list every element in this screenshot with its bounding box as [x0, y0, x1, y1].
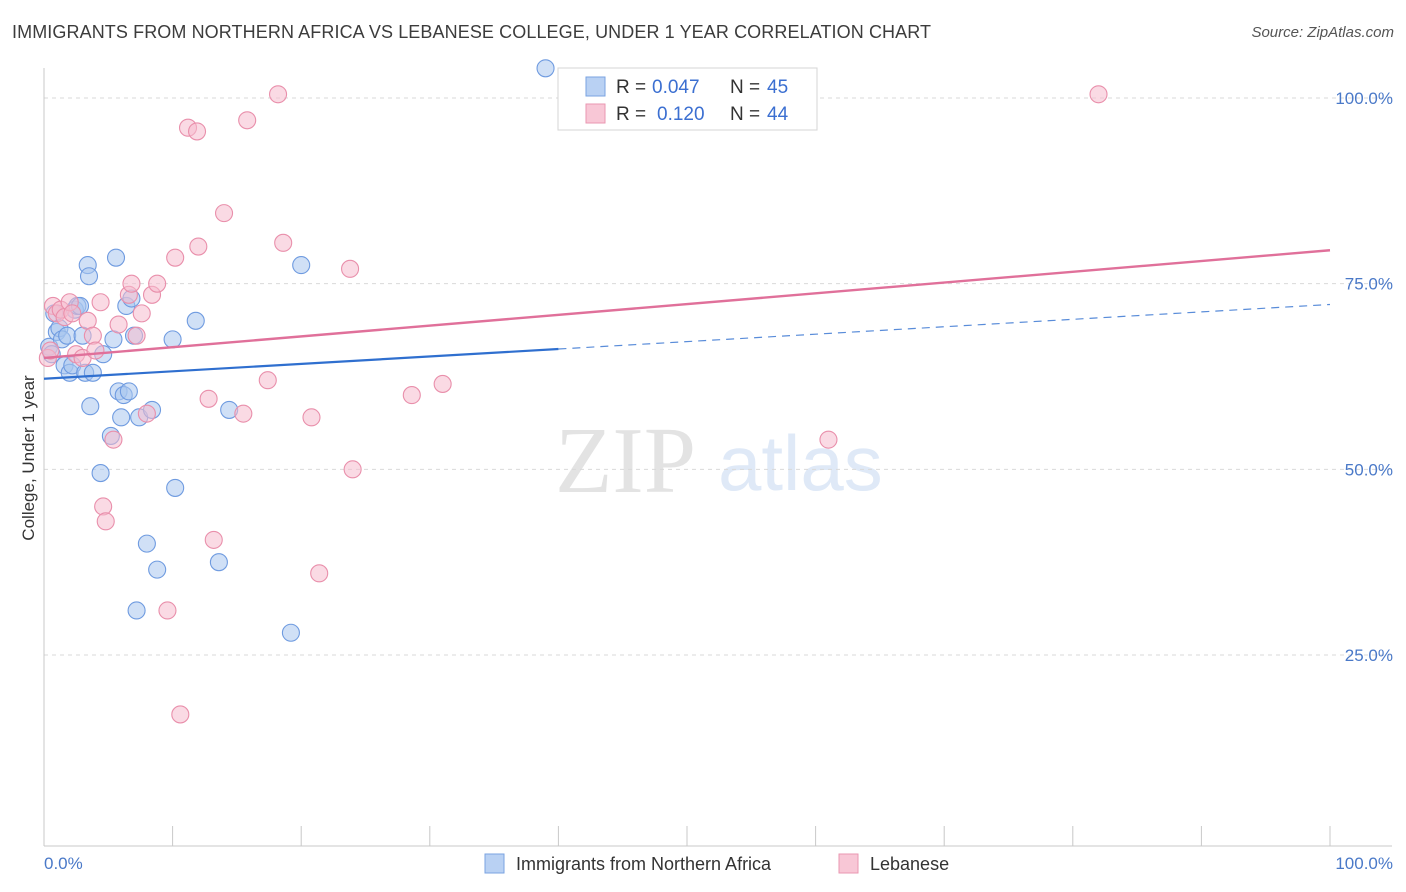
correlation-legend: R = 0.047 N = 45 R = 0.120 N = 44: [557, 67, 818, 131]
lebanese-point: [310, 564, 329, 583]
legend-r-label-2: R =: [616, 104, 646, 125]
lebanese-point: [132, 304, 151, 323]
legend-label-immigrants: Immigrants from Northern Africa: [516, 854, 772, 874]
lebanese-point: [166, 248, 185, 267]
lebanese-point: [91, 293, 110, 312]
lebanese-point: [187, 122, 207, 141]
immigrants-point: [536, 59, 555, 78]
legend-n-label-2: N =: [730, 104, 760, 125]
trend-lines: [43, 249, 1331, 380]
lebanese-point: [158, 601, 177, 620]
legend-r-value-2: 0.120: [657, 104, 705, 125]
immigrants-point: [79, 267, 99, 286]
lebanese-point: [122, 274, 141, 293]
legend-swatch-blue: [585, 76, 606, 97]
y-tick-label-75: 75.0%: [1345, 275, 1393, 294]
immigrants-point: [166, 478, 185, 497]
series-immigrants-northern-africa: [40, 59, 555, 642]
lebanese-point: [41, 341, 60, 360]
lebanese-point: [204, 530, 223, 549]
lebanese-point: [269, 85, 288, 104]
lebanese-point: [819, 430, 838, 449]
series-lebanese: [38, 85, 1108, 724]
chart-title: IMMIGRANTS FROM NORTHERN AFRICA VS LEBAN…: [12, 22, 932, 42]
lebanese-point: [214, 204, 234, 223]
legend-swatch-immigrants: [484, 853, 505, 874]
legend-n-value-2: 44: [767, 104, 789, 125]
legend-n-label-1: N =: [730, 77, 760, 98]
lebanese-point: [137, 404, 156, 423]
x-tick-label-min: 0.0%: [44, 854, 83, 873]
lebanese-point: [96, 512, 115, 531]
lebanese-point: [148, 274, 167, 293]
lebanese-point: [63, 304, 82, 323]
immigrants-point: [281, 623, 300, 642]
lebanese-point: [341, 259, 360, 278]
gridlines: [44, 97, 1392, 656]
x-tick-label-max: 100.0%: [1335, 854, 1393, 873]
legend-label-lebanese: Lebanese: [870, 854, 949, 874]
legend-swatch-pink: [585, 103, 606, 124]
y-axis-title: College, Under 1 year: [19, 375, 38, 541]
immigrants-point: [148, 560, 167, 579]
immigrants-point: [91, 464, 110, 483]
lebanese-point: [109, 315, 128, 334]
legend-swatch-lebanese: [838, 853, 859, 874]
lebanese-point: [238, 111, 257, 130]
legend-r-value-1: 0.047: [652, 77, 700, 98]
legend-r-label-1: R =: [616, 77, 646, 98]
lebanese-point: [189, 237, 208, 256]
lebanese-point: [199, 389, 218, 408]
immigrants-point: [292, 256, 311, 275]
watermark-zip: ZIP: [555, 409, 696, 513]
immigrants-point: [58, 326, 77, 345]
y-tick-label-50: 50.0%: [1345, 460, 1393, 479]
source-label: Source: ZipAtlas.com: [1251, 24, 1394, 41]
immigrants-point: [106, 248, 126, 267]
immigrants-point: [186, 311, 205, 330]
immigrants-point: [209, 553, 228, 572]
y-tick-label-100: 100.0%: [1335, 89, 1393, 108]
lebanese-point: [127, 326, 146, 345]
trend-line-lebanese: [43, 249, 1331, 360]
axes: [43, 68, 1392, 847]
lebanese-point: [402, 386, 421, 405]
trend-line-immigrants-extrapolated: [558, 303, 1331, 350]
immigrants-point: [83, 363, 102, 382]
lebanese-point: [104, 430, 123, 449]
lebanese-point: [94, 497, 113, 516]
lebanese-point: [83, 326, 102, 345]
y-tick-labels: 25.0% 50.0% 75.0% 100.0%: [1335, 89, 1393, 665]
immigrants-point: [163, 330, 182, 349]
lebanese-point: [302, 408, 321, 427]
immigrants-point: [81, 397, 100, 416]
immigrants-point: [127, 601, 146, 620]
lebanese-point: [1089, 85, 1108, 104]
lebanese-point: [274, 233, 293, 252]
y-tick-label-25: 25.0%: [1345, 646, 1393, 665]
lebanese-point: [343, 460, 362, 479]
trend-line-immigrants: [43, 347, 559, 380]
immigrants-point: [137, 534, 156, 553]
watermark-atlas: atlas: [718, 419, 883, 507]
immigrants-point: [112, 408, 131, 427]
lebanese-point: [258, 371, 277, 390]
lebanese-point: [86, 341, 105, 360]
series-legend: Immigrants from Northern Africa Lebanese: [484, 853, 949, 874]
lebanese-point: [433, 374, 452, 393]
lebanese-point: [171, 705, 190, 724]
legend-n-value-1: 45: [767, 77, 788, 98]
immigrants-point: [119, 382, 138, 401]
lebanese-point: [234, 404, 253, 423]
